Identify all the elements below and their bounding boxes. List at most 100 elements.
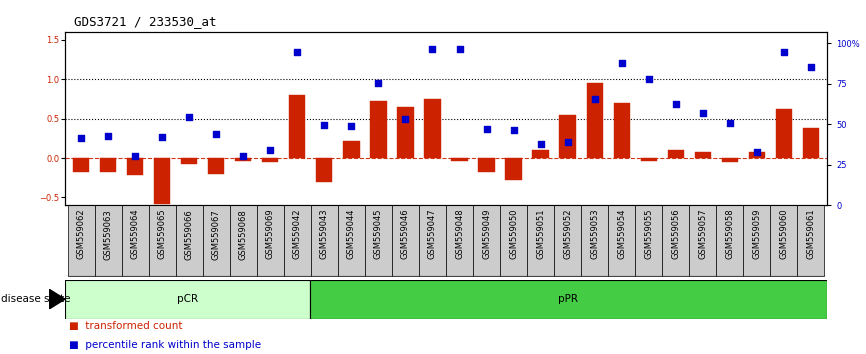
Text: GSM559062: GSM559062 <box>77 209 86 259</box>
Bar <box>236 158 251 161</box>
Text: GSM559061: GSM559061 <box>806 209 815 259</box>
Bar <box>776 109 792 158</box>
Bar <box>397 107 414 158</box>
Text: GSM559057: GSM559057 <box>698 209 708 259</box>
Bar <box>257 205 284 276</box>
Point <box>669 102 682 107</box>
Text: GSM559053: GSM559053 <box>590 209 599 259</box>
Point <box>425 46 439 52</box>
Bar <box>284 205 311 276</box>
Bar <box>154 158 171 204</box>
Point <box>398 116 412 121</box>
Bar <box>721 158 738 162</box>
Bar <box>208 158 224 174</box>
Bar <box>203 205 229 276</box>
Bar <box>73 158 89 172</box>
Text: GSM559065: GSM559065 <box>158 209 167 259</box>
Text: ■  transformed count: ■ transformed count <box>69 321 183 331</box>
Text: disease state: disease state <box>1 294 70 304</box>
Bar <box>770 205 798 276</box>
Bar <box>149 205 176 276</box>
Point <box>128 154 142 159</box>
Bar <box>662 205 689 276</box>
Bar <box>559 115 576 158</box>
Bar <box>371 101 386 158</box>
Text: GSM559048: GSM559048 <box>455 209 464 259</box>
Bar <box>229 205 257 276</box>
Point <box>480 126 494 132</box>
Bar <box>581 205 608 276</box>
Text: pCR: pCR <box>177 294 198 304</box>
Bar <box>668 150 684 158</box>
Point <box>453 46 467 52</box>
Text: GDS3721 / 233530_at: GDS3721 / 233530_at <box>74 15 216 28</box>
Text: GSM559051: GSM559051 <box>536 209 545 259</box>
Text: GSM559056: GSM559056 <box>671 209 680 259</box>
Text: GSM559064: GSM559064 <box>131 209 139 259</box>
Bar <box>473 205 500 276</box>
Text: GSM559046: GSM559046 <box>401 209 410 259</box>
Point <box>263 147 277 153</box>
Bar <box>695 152 711 158</box>
Bar <box>343 141 359 158</box>
Point <box>236 154 250 159</box>
Text: GSM559059: GSM559059 <box>753 209 761 259</box>
Bar <box>289 95 306 158</box>
Bar <box>392 205 419 276</box>
Bar <box>478 158 494 172</box>
Bar <box>608 205 635 276</box>
Text: GSM559044: GSM559044 <box>347 209 356 259</box>
Point <box>345 123 359 129</box>
Bar <box>311 205 338 276</box>
Text: GSM559060: GSM559060 <box>779 209 788 259</box>
Bar <box>451 158 468 161</box>
Text: GSM559063: GSM559063 <box>104 209 113 259</box>
Bar <box>798 205 824 276</box>
Bar <box>743 205 770 276</box>
Bar <box>613 103 630 158</box>
Bar <box>94 205 122 276</box>
Text: GSM559058: GSM559058 <box>725 209 734 259</box>
Point <box>290 49 304 55</box>
Bar <box>803 128 819 158</box>
Bar <box>500 205 527 276</box>
Bar <box>65 280 310 319</box>
Bar <box>533 150 549 158</box>
Point <box>615 61 629 66</box>
Bar <box>527 205 554 276</box>
Text: GSM559066: GSM559066 <box>184 209 194 259</box>
Point <box>695 110 709 116</box>
Bar <box>127 158 143 175</box>
Text: ■  percentile rank within the sample: ■ percentile rank within the sample <box>69 341 262 350</box>
Text: GSM559043: GSM559043 <box>320 209 329 259</box>
Bar <box>689 205 716 276</box>
Point <box>155 134 169 139</box>
Bar <box>176 205 203 276</box>
Point <box>318 122 332 128</box>
Point <box>588 96 602 102</box>
Text: GSM559042: GSM559042 <box>293 209 302 259</box>
Bar <box>365 205 392 276</box>
Point <box>372 80 385 86</box>
Text: GSM559055: GSM559055 <box>644 209 653 259</box>
Point <box>74 135 88 140</box>
Point <box>101 133 115 139</box>
Bar <box>635 205 662 276</box>
Text: GSM559052: GSM559052 <box>563 209 572 259</box>
Bar <box>262 158 279 162</box>
Bar <box>316 158 333 182</box>
Point <box>723 120 737 125</box>
Point <box>642 76 656 82</box>
Bar <box>586 83 603 158</box>
Polygon shape <box>49 290 65 309</box>
Point <box>777 49 791 55</box>
Text: pPR: pPR <box>559 294 578 304</box>
Bar <box>554 205 581 276</box>
Bar <box>68 205 94 276</box>
Text: GSM559050: GSM559050 <box>509 209 518 259</box>
Text: GSM559068: GSM559068 <box>239 209 248 259</box>
Bar <box>506 158 521 180</box>
Bar <box>749 152 765 158</box>
Point <box>183 114 197 120</box>
Bar <box>310 280 827 319</box>
